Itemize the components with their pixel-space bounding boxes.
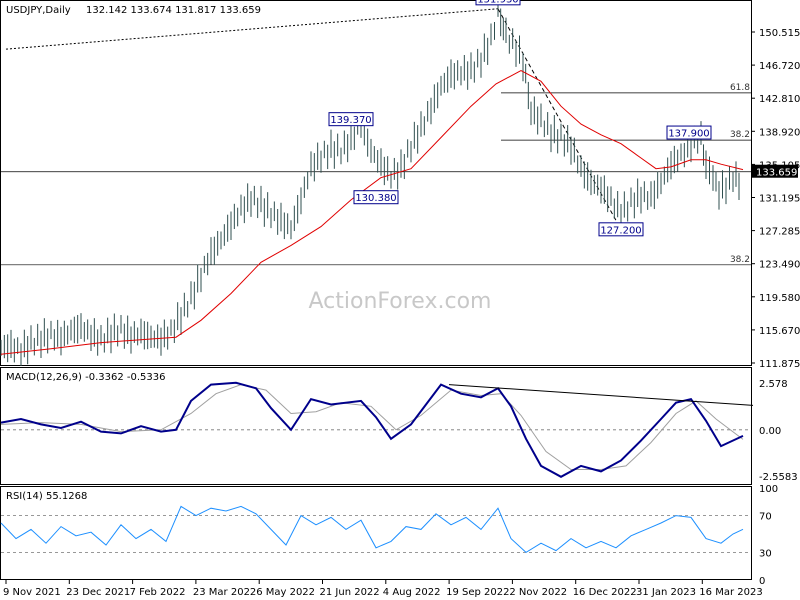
current-price-tag [752,164,798,178]
rsi-panel [0,486,752,580]
rsi-axis-label: 100 [759,484,778,495]
rsi-label: RSI(14) 55.1268 [6,491,87,502]
x-axis-label: 19 Sep 2022 [446,587,509,598]
macd-trendline [448,384,754,406]
macd-axis-label: 0.00 [759,426,781,437]
x-axis-label: 23 Dec 2021 [66,587,130,598]
x-axis-label: 23 Mar 2022 [193,587,256,598]
price-annotation-box [598,222,644,237]
x-axis-label: 2 Nov 2022 [509,587,567,598]
level-label-0: 61.8 [730,83,750,93]
price-axis-label: 123.490 [759,260,800,271]
macd-signal-line [0,384,744,470]
ohlc-label: 132.142 133.674 131.817 133.659 [86,5,261,16]
x-axis-label: 16 Mar 2023 [699,587,762,598]
x-axis-label: 6 May 2022 [256,587,315,598]
price-axis-label: 135.105 [759,160,800,171]
current-price-label: 133.659 [756,168,797,179]
x-axis-label: 21 Jun 2022 [320,587,380,598]
rsi-line [0,505,744,554]
x-axis-label: 9 Nov 2021 [3,587,61,598]
price-axis-label: 150.515 [759,28,800,39]
rsi-axis-label: 30 [759,548,772,559]
price-annotation-box [666,125,712,140]
x-axis-label: 4 Aug 2022 [383,587,441,598]
watermark: ActionForex.com [309,289,492,314]
x-axis-label: 7 Feb 2022 [130,587,186,598]
macd-axis-label: -2.5583 [759,472,798,483]
price-annotation-4: 127.200 [600,225,641,236]
symbol-label: USDJPY,Daily [6,5,71,16]
price-annotation-3: 137.900 [668,129,709,140]
level-label-3: 38.2 [730,255,750,265]
rsi-axis-label: 70 [759,512,772,523]
price-annotation-box [475,0,521,6]
price-axis-label: 142.810 [759,94,800,105]
x-axis-label: 16 Dec 2022 [573,587,637,598]
price-axis-label: 115.670 [759,326,800,337]
price-annotation-2: 130.380 [355,193,396,204]
price-axis-label: 119.580 [759,293,800,304]
price-annotation-box [353,190,399,205]
moving-average-line [0,70,744,355]
price-axis-label: 111.875 [759,359,800,370]
macd-axis-label: 2.578 [759,379,788,390]
price-panel [0,0,752,366]
price-axis-label: 131.195 [759,194,800,205]
price-annotation-1: 139.370 [330,115,371,126]
price-axis-label: 146.720 [759,61,800,72]
price-axis-label: 127.285 [759,227,800,238]
price-axis-label: 138.920 [759,127,800,138]
macd-label: MACD(12,26,9) -0.3362 -0.5336 [6,372,166,383]
price-annotation-box [328,112,374,127]
macd-main-line [0,381,744,478]
price-annotation-0: 151.930 [477,0,518,5]
level-label-1: 38.2 [730,130,750,140]
macd-panel [0,367,752,485]
x-axis-label: 31 Jan 2023 [636,587,696,598]
rsi-axis-label: 0 [759,576,765,587]
